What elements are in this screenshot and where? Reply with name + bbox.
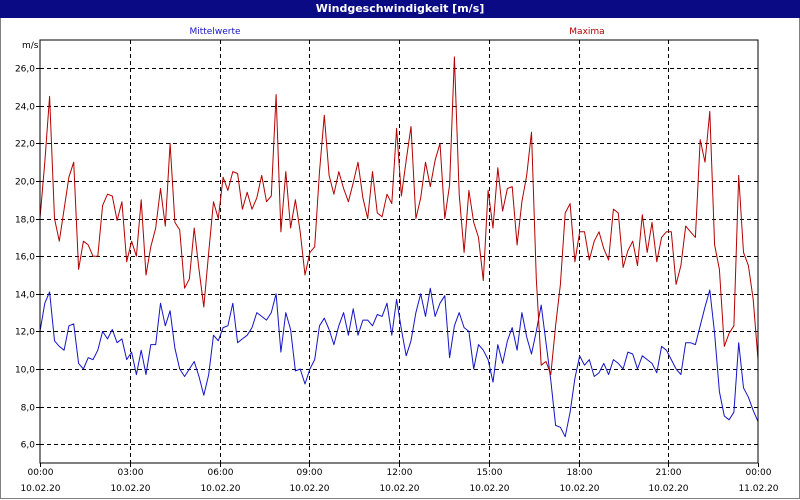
x-tick-time-label: 21:00 (656, 468, 682, 478)
x-tick-date-label: 10.02.20 (110, 484, 150, 494)
series-line-mittelwerte (39, 287, 759, 438)
x-tick-date-label: 10.02.20 (200, 484, 240, 494)
x-tick-time-label: 03:00 (118, 468, 144, 478)
x-tick-date-label: 10.02.20 (20, 484, 60, 494)
y-tick-label: 26,0 (15, 65, 35, 75)
series-line-maxima (39, 56, 759, 376)
chart-title: Windgeschwindigkeit [m/s] (0, 0, 800, 18)
y-tick-label: 22,0 (15, 140, 35, 150)
x-tick-date-label: 10.02.20 (379, 484, 419, 494)
x-tick-date-label: 11.02.20 (738, 484, 778, 494)
y-tick-label: 24,0 (15, 103, 35, 113)
y-tick-label: 12,0 (15, 328, 35, 338)
y-tick-label: 16,0 (15, 253, 35, 263)
x-tick-date-label: 10.02.20 (289, 484, 329, 494)
x-tick-time-label: 12:00 (387, 468, 413, 478)
legend-maxima: Maxima (569, 27, 604, 37)
y-tick-label: 6,0 (21, 441, 36, 451)
x-tick-date-label: 10.02.20 (648, 484, 688, 494)
y-axis-label: m/s (22, 41, 39, 51)
x-tick-time-label: 15:00 (477, 468, 503, 478)
x-tick-date-label: 10.02.20 (469, 484, 509, 494)
x-tick-time-label: 00:00 (746, 468, 772, 478)
legend-mittelwerte: Mittelwerte (189, 27, 240, 37)
y-tick-label: 10,0 (15, 366, 35, 376)
x-tick-date-label: 10.02.20 (559, 484, 599, 494)
x-tick-time-label: 18:00 (567, 468, 593, 478)
x-tick-time-label: 00:00 (28, 468, 54, 478)
y-tick-label: 18,0 (15, 216, 35, 226)
x-tick-time-label: 09:00 (297, 468, 323, 478)
x-tick-time-label: 06:00 (208, 468, 234, 478)
y-tick-label: 20,0 (15, 178, 35, 188)
y-tick-label: 8,0 (21, 404, 36, 414)
y-tick-label: 14,0 (15, 291, 35, 301)
